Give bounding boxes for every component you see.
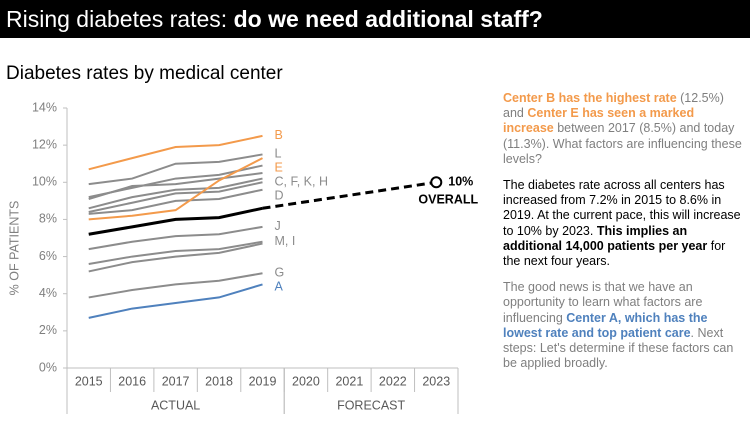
- y-tick-label: 8%: [39, 212, 57, 226]
- series-label: J: [275, 219, 281, 233]
- value-label: 10%: [448, 175, 473, 189]
- note-text: Center A, which has the lowest rate and …: [503, 310, 708, 340]
- y-tick-label: 0%: [39, 360, 57, 374]
- note: Center B has the highest rate (12.5%) an…: [503, 91, 743, 167]
- series-label: D: [275, 189, 284, 203]
- series-label: A: [275, 280, 284, 294]
- subtitle: Diabetes rates by medical center: [6, 63, 283, 84]
- y-tick-label: 14%: [32, 100, 57, 114]
- x-tick-label: 2019: [249, 374, 277, 388]
- series-line: [88, 134, 263, 171]
- y-tick-label: 12%: [32, 137, 57, 151]
- note-text: Center B has the highest rate: [503, 91, 677, 105]
- series-line: [88, 225, 263, 251]
- note: The diabetes rate across all centers has…: [503, 178, 743, 269]
- y-tick-label: 4%: [39, 286, 57, 300]
- y-axis-label: % OF PATIENTS: [7, 201, 21, 296]
- series-line: [88, 153, 263, 186]
- title-bold: do we need additional staff?: [233, 6, 543, 32]
- title: Rising diabetes rates:: [6, 6, 234, 32]
- series-line: [88, 242, 263, 273]
- x-tick-label: 2018: [205, 374, 233, 388]
- note: The good news is that we have an opportu…: [503, 280, 743, 371]
- x-tick-label: 2015: [75, 374, 103, 388]
- x-tick-label: 2020: [292, 374, 320, 388]
- note-text: This implies an additional 14,000 patien…: [503, 223, 708, 253]
- title-bar: Rising diabetes rates: do we need additi…: [0, 0, 750, 38]
- series-line: [88, 172, 263, 200]
- note-text: The good news is that we have an opportu…: [503, 280, 703, 325]
- note-text: (12.5%) and: [503, 91, 724, 121]
- x-tick-label: 2023: [422, 374, 450, 388]
- y-tick-label: 10%: [32, 175, 57, 189]
- series-label: G: [275, 266, 285, 280]
- x-tick-label: 2016: [118, 374, 146, 388]
- x-tick-label: 2022: [379, 374, 407, 388]
- note-text: for the next four years.: [503, 238, 726, 269]
- overall-line: [88, 206, 263, 236]
- note-text: The diabetes rate across all centers has…: [503, 178, 741, 238]
- series-line: [88, 283, 263, 319]
- series-line: [88, 157, 263, 221]
- note-text: . Next steps: Let's determine if these f…: [503, 325, 734, 371]
- x-tick-label: 2021: [335, 374, 363, 388]
- notes: Center B has the highest rate (12.5%) an…: [503, 91, 743, 382]
- y-tick-label: 6%: [39, 249, 57, 263]
- x-group-label: ACTUAL: [151, 398, 200, 412]
- series-label: E: [275, 161, 283, 175]
- forecast-line: [262, 180, 437, 210]
- series-line: [88, 240, 263, 265]
- x-tick-label: 2017: [162, 374, 190, 388]
- y-tick-label: 2%: [39, 323, 57, 337]
- note-text: Center E has seen a marked increase: [503, 106, 695, 136]
- series-line: [88, 188, 263, 215]
- series-label: L: [275, 147, 282, 161]
- series-label: M, I: [275, 234, 296, 248]
- series-label: B: [275, 128, 283, 142]
- x-group-label: FORECAST: [337, 398, 405, 412]
- note-text: between 2017 (8.5%) and today (11.3%). W…: [503, 121, 742, 166]
- series-line: [88, 181, 263, 213]
- forecast-point: [430, 176, 443, 189]
- series-label: OVERALL: [418, 193, 478, 207]
- series-label: C, F, K, H: [275, 175, 328, 189]
- series-line: [88, 177, 263, 210]
- series-line: [88, 272, 263, 299]
